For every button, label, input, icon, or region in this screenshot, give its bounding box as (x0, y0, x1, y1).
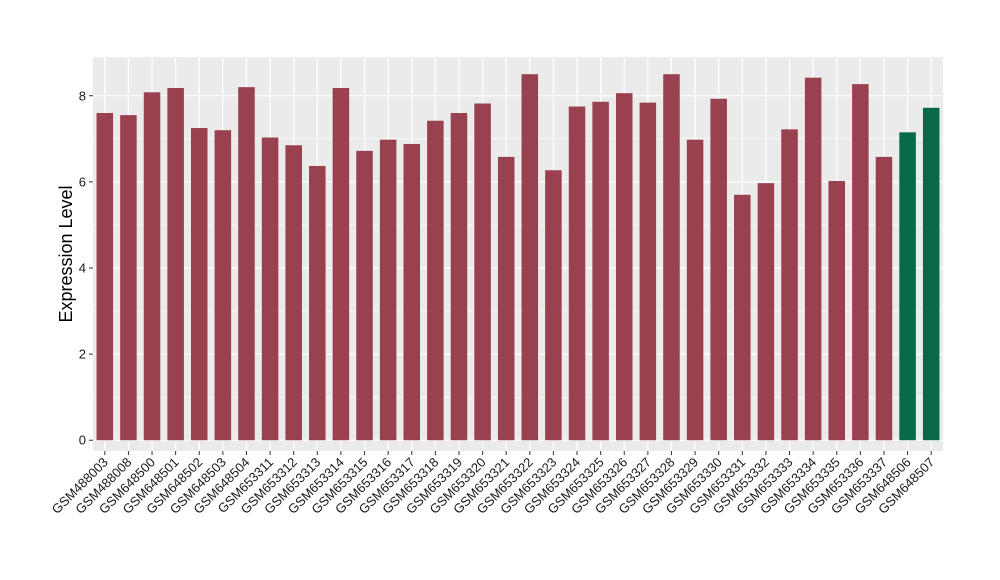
bar-GSM653333 (781, 129, 798, 441)
bar-GSM653320 (474, 103, 491, 441)
y-tick-label: 4 (79, 260, 86, 275)
bar-GSM653321 (497, 156, 515, 441)
bar-GSM648502 (190, 128, 208, 441)
bar-GSM653331 (734, 194, 751, 441)
y-tick-label: 2 (79, 347, 86, 362)
y-axis: 0 2 4 6 8 (79, 88, 93, 448)
bar-GSM653313 (309, 165, 326, 441)
bar-GSM648500 (143, 92, 161, 441)
bar-GSM653332 (757, 183, 775, 441)
bar-GSM488008 (120, 115, 137, 441)
bar-GSM653315 (356, 150, 373, 441)
bar-GSM653311 (261, 137, 279, 441)
x-axis: GSM488003GSM488008GSM648500GSM648501GSM6… (49, 451, 937, 517)
bar-GSM648506 (899, 132, 916, 441)
bar-GSM653318 (427, 120, 444, 441)
bar-GSM653319 (450, 112, 468, 441)
bar-GSM653329 (686, 139, 704, 441)
minor-gridlines (93, 138, 943, 398)
bar-GSM488003 (96, 112, 114, 441)
bar-GSM653317 (403, 143, 421, 441)
y-axis-title: Expression Level (56, 185, 76, 322)
bar-GSM653335 (828, 181, 846, 441)
bar-GSM653334 (804, 77, 822, 441)
bar-GSM653328 (663, 74, 680, 441)
y-tick-label: 6 (79, 174, 86, 189)
bar-GSM648503 (214, 130, 232, 441)
bar-GSM653312 (285, 145, 302, 441)
bar-GSM653326 (615, 93, 633, 441)
bar-GSM653324 (568, 106, 586, 441)
bar-GSM648504 (238, 87, 255, 441)
bar-GSM653314 (332, 88, 350, 441)
bar-GSM653322 (521, 74, 539, 441)
bar-GSM653325 (592, 101, 609, 441)
bars (96, 74, 940, 441)
bar-GSM653316 (379, 139, 397, 441)
bar-GSM653336 (852, 84, 869, 441)
bar-GSM653337 (875, 156, 893, 441)
bar-GSM648501 (167, 88, 184, 441)
plot-panel (93, 57, 943, 451)
bar-GSM648507 (922, 107, 940, 441)
y-tick-label: 0 (79, 433, 86, 448)
bar-GSM653327 (639, 102, 657, 441)
bar-GSM653323 (545, 170, 562, 441)
bar-GSM653330 (710, 98, 727, 441)
y-tick-label: 8 (79, 88, 86, 103)
